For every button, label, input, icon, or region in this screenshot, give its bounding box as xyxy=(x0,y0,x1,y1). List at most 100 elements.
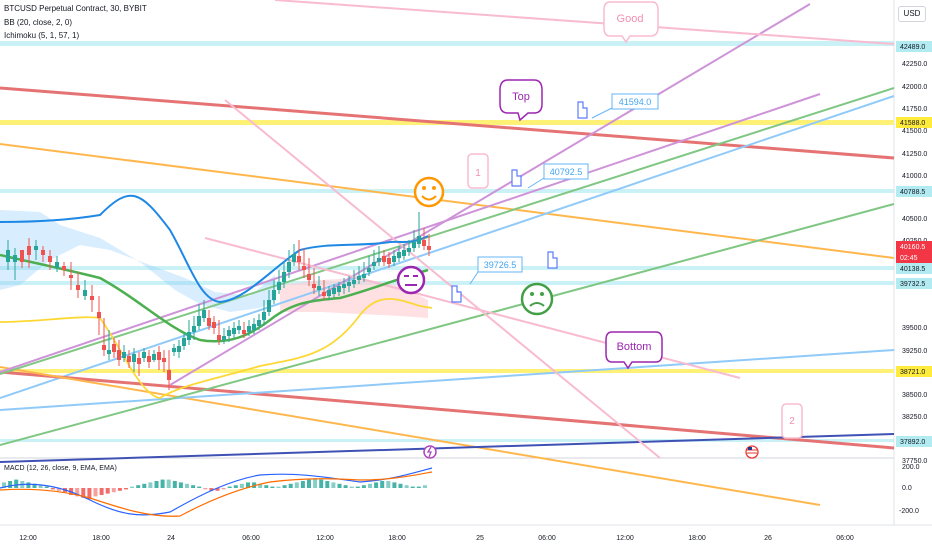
candle xyxy=(97,296,101,335)
time-label: 06:00 xyxy=(242,535,260,542)
annotation-top[interactable]: Top xyxy=(499,79,543,122)
candle xyxy=(167,350,171,390)
candle xyxy=(41,246,45,262)
candle xyxy=(392,250,396,266)
time-label: 12:00 xyxy=(316,535,334,542)
annotation-bottom[interactable]: Bottom xyxy=(605,331,663,370)
macd-bar xyxy=(142,483,147,488)
candle xyxy=(252,318,256,334)
candle xyxy=(282,262,286,288)
candle xyxy=(6,240,10,270)
macd-bar xyxy=(288,483,293,488)
annotation-1[interactable]: 1 xyxy=(467,153,489,189)
macd-bar xyxy=(331,482,336,488)
kijun-line xyxy=(0,253,429,343)
candle xyxy=(317,276,321,296)
time-label: 25 xyxy=(476,535,484,542)
lightning-icon[interactable] xyxy=(423,445,437,459)
candle xyxy=(227,326,231,342)
happy-face-icon xyxy=(413,176,445,208)
candle xyxy=(127,350,131,368)
macd-bar xyxy=(117,488,122,491)
candle xyxy=(222,328,226,344)
price-tick-label: 37750.0 xyxy=(902,458,927,465)
candle xyxy=(212,316,216,334)
candle xyxy=(55,256,59,272)
candle xyxy=(327,286,331,300)
candle xyxy=(377,246,381,266)
macd-bar xyxy=(386,481,391,488)
candle xyxy=(382,250,386,266)
svg-text:40160.5: 40160.5 xyxy=(900,244,925,251)
macd-bar xyxy=(239,483,244,488)
macd-pane xyxy=(0,467,433,517)
macd-bar xyxy=(398,483,403,488)
bb-indicator-label[interactable]: BB (20, close, 2, 0) xyxy=(4,18,73,27)
macd-bar xyxy=(233,485,238,488)
callout-41594[interactable]: 41594.0 xyxy=(591,93,659,119)
time-label: 06:00 xyxy=(538,535,556,542)
price-tag: 40138.5 xyxy=(896,263,932,274)
macd-tick-1: 200.0 xyxy=(902,464,920,471)
candle xyxy=(34,240,38,260)
candle xyxy=(352,270,356,288)
price-tag: 41588.0 xyxy=(896,117,932,128)
candle xyxy=(302,248,306,278)
macd-signal-line xyxy=(0,471,433,517)
currency-button[interactable]: USD xyxy=(898,6,926,22)
candle xyxy=(272,280,276,304)
candle xyxy=(237,320,241,334)
candle xyxy=(337,282,341,296)
macd-bar xyxy=(44,486,49,488)
candle xyxy=(367,256,371,276)
macd-bar xyxy=(203,488,208,490)
macd-bar xyxy=(337,483,342,488)
candle xyxy=(177,340,181,358)
candle xyxy=(152,350,156,362)
macd-bar xyxy=(374,482,379,488)
candle xyxy=(48,250,52,270)
candle xyxy=(76,272,80,298)
annotation-good[interactable]: Good xyxy=(603,1,659,44)
candle xyxy=(132,348,136,372)
callout-39726[interactable]: 39726.5 xyxy=(469,256,523,285)
bottom-label: Bottom xyxy=(617,341,652,353)
callout-40792[interactable]: 40792.5 xyxy=(527,163,589,189)
macd-bar xyxy=(81,488,86,498)
macd-bar xyxy=(14,479,19,488)
svg-text:41588.0: 41588.0 xyxy=(900,120,925,127)
candle xyxy=(357,266,361,284)
macd-bar xyxy=(343,485,348,488)
macd-bar xyxy=(313,478,318,488)
price-tag: 38721.0 xyxy=(896,366,932,377)
macd-bar xyxy=(160,479,165,488)
price-tick-label: 40500.0 xyxy=(902,216,927,223)
macd-bar xyxy=(148,482,153,488)
candle xyxy=(182,332,186,350)
time-label: 18:00 xyxy=(92,535,110,542)
macd-bar xyxy=(154,481,159,488)
macd-bar xyxy=(32,483,37,488)
price-tick-label: 41000.0 xyxy=(902,173,927,180)
price-tick-label: 39250.0 xyxy=(902,348,927,355)
time-label: 12:00 xyxy=(616,535,634,542)
macd-bar xyxy=(355,486,360,488)
macd-bar xyxy=(209,488,214,491)
candle xyxy=(117,340,121,366)
time-label: 12:00 xyxy=(19,535,37,542)
candle xyxy=(62,262,66,276)
annotation-2[interactable]: 2 xyxy=(781,403,803,439)
candle xyxy=(27,238,31,268)
ichimoku-indicator-label[interactable]: Ichimoku (5, 1, 57, 1) xyxy=(4,31,80,40)
price-tick-label: 38500.0 xyxy=(902,392,927,399)
svg-text:40138.5: 40138.5 xyxy=(900,266,925,273)
candle xyxy=(187,320,191,345)
us-flag-icon[interactable] xyxy=(745,445,759,459)
macd-bar xyxy=(410,486,415,488)
macd-bar xyxy=(319,479,324,488)
candle xyxy=(122,345,126,362)
candle xyxy=(287,250,291,278)
macd-bar xyxy=(105,488,110,494)
